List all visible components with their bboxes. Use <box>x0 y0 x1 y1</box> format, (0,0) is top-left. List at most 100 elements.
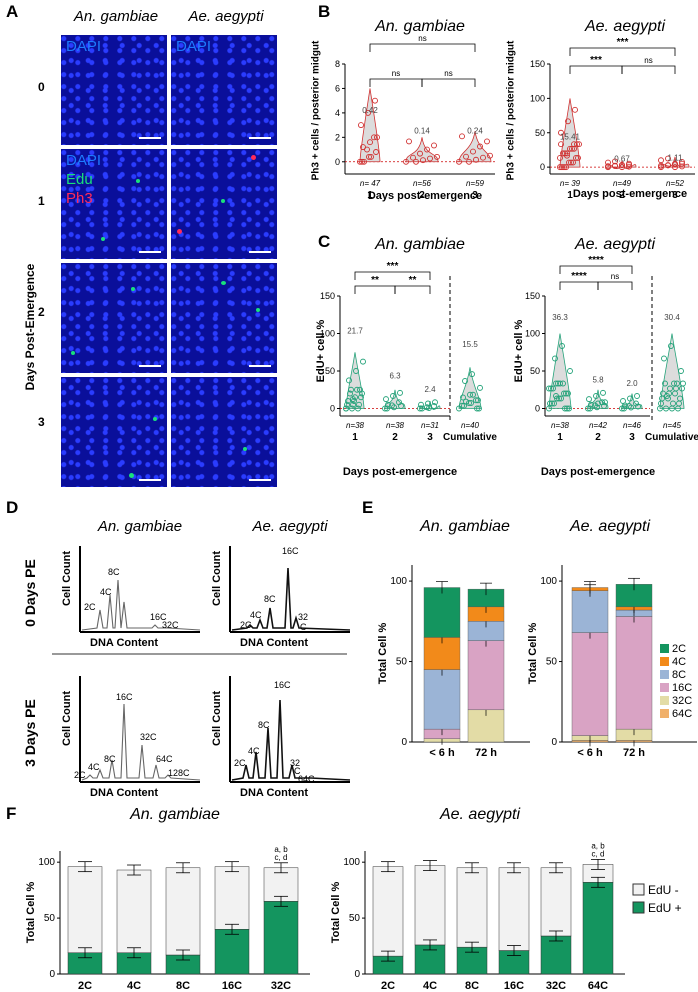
data-point <box>417 150 423 157</box>
bar-edu-pos <box>214 929 250 975</box>
y-tick-label: 0 <box>354 969 360 980</box>
bar-edu-pos <box>263 901 299 975</box>
x-tick-label: 3 <box>472 190 478 201</box>
data-point <box>413 158 419 165</box>
panel-label-e: E <box>362 498 374 517</box>
panel-c-ylabel-1: EdU+ cell % <box>315 319 327 383</box>
data-point <box>550 385 556 392</box>
data-point <box>670 400 676 407</box>
panel-b-title-1: An. gambiae <box>375 18 465 35</box>
bar-edu-neg <box>372 866 404 957</box>
data-point <box>555 380 561 387</box>
data-point <box>372 97 378 104</box>
legend-label: EdU + <box>648 901 682 915</box>
x-tick-label: 2C <box>381 980 395 992</box>
data-point <box>554 395 560 402</box>
x-tick-label: 4C <box>423 980 437 992</box>
data-point <box>572 106 578 113</box>
data-point <box>361 158 367 165</box>
data-point <box>665 162 671 169</box>
y-tick-label: 50 <box>325 366 335 376</box>
data-point <box>568 159 574 166</box>
data-point <box>558 141 564 148</box>
data-point <box>557 155 563 161</box>
bar-edu-pos <box>540 935 572 975</box>
data-point <box>403 158 409 165</box>
data-point <box>678 368 684 374</box>
legend-swatch <box>660 696 669 705</box>
y-tick-label: 100 <box>343 857 360 868</box>
panel-label-d: D <box>6 498 19 517</box>
bar-segment <box>467 640 505 711</box>
data-point <box>420 157 426 164</box>
x-tick-label: 3 <box>629 432 635 443</box>
data-point <box>359 390 365 397</box>
data-point <box>385 401 391 408</box>
x-tick-label: 72 h <box>623 747 645 759</box>
significance-label: *** <box>617 37 629 48</box>
data-point <box>474 405 480 412</box>
significance-label: a, b <box>591 841 605 850</box>
n-label: n= 39 <box>560 179 581 188</box>
data-point <box>434 153 440 160</box>
peak-label: 8C <box>104 754 116 764</box>
bar-edu-pos <box>582 882 614 975</box>
y-axis-label: Total Cell % <box>377 623 389 685</box>
data-point <box>561 164 567 171</box>
data-point <box>665 155 671 162</box>
n-label: n=46 <box>623 421 642 430</box>
peak-label: 4C <box>248 746 260 756</box>
legend-swatch <box>660 683 669 692</box>
histogram-trace <box>231 699 351 781</box>
bar-segment <box>423 669 461 730</box>
data-point <box>559 164 565 171</box>
y-tick-label: 0 <box>401 737 407 748</box>
peak-label: 8C <box>258 720 270 730</box>
x-tick-label: 2 <box>619 190 625 201</box>
x-tick-label: 16C <box>222 980 242 992</box>
x-tick-label: 1 <box>367 190 373 201</box>
data-point <box>473 397 479 404</box>
peak-label: 2C <box>74 770 86 780</box>
data-point <box>353 368 359 374</box>
panel-b-title-2: Ae. aegypti <box>584 18 666 35</box>
data-point <box>626 163 632 170</box>
panel-c-chart-gambiae: 0 50 100 150 21.7 n=38 6.3 n=38 2.4 n=31 15.5 n=40 1… <box>320 261 497 443</box>
data-point <box>569 145 575 152</box>
data-point <box>575 155 581 161</box>
micrograph-gambiae-day0: DAPI <box>60 34 168 146</box>
x-tick-label: 1 <box>567 190 573 201</box>
x-tick-label: 2 <box>392 432 398 443</box>
data-point <box>360 144 366 151</box>
panel-c-chart-aegypti: 0 50 100 150 36.3 n=38 5.8 n=42 2.0 n=46 30.4 n=45 1… <box>525 256 698 443</box>
panel-c-title-2: Ae. aegypti <box>574 236 656 253</box>
panel-c-xlabel-1: Days post-emergence <box>342 466 458 478</box>
data-point <box>573 155 579 161</box>
significance-bracket <box>569 65 623 74</box>
data-point <box>585 405 591 412</box>
panel-a-col2-title: Ae. aegypti <box>188 8 264 25</box>
data-point <box>459 133 465 140</box>
data-point <box>461 402 467 409</box>
data-point <box>558 395 564 402</box>
data-point <box>473 156 479 163</box>
bar-edu-neg <box>214 866 250 930</box>
data-point <box>417 405 423 412</box>
data-point <box>374 134 380 141</box>
y-axis-label: Cell Count <box>61 551 73 606</box>
data-point <box>459 402 465 409</box>
edu-label: Edu <box>66 171 93 188</box>
panel-a-row-2: 2 <box>38 305 45 319</box>
bar-segment <box>423 587 461 638</box>
y-tick-label: 2 <box>335 132 340 142</box>
y-axis-label: Cell Count <box>61 691 73 746</box>
data-point <box>462 378 468 384</box>
data-point <box>355 405 361 412</box>
panel-a-row-0: 0 <box>38 80 45 94</box>
data-point <box>484 138 490 145</box>
data-point <box>406 138 412 145</box>
violin <box>659 333 685 409</box>
panel-b-ylabel-2: Ph3 + cells / posterior midgut <box>505 40 517 181</box>
y-axis-label: Cell Count <box>211 691 223 746</box>
